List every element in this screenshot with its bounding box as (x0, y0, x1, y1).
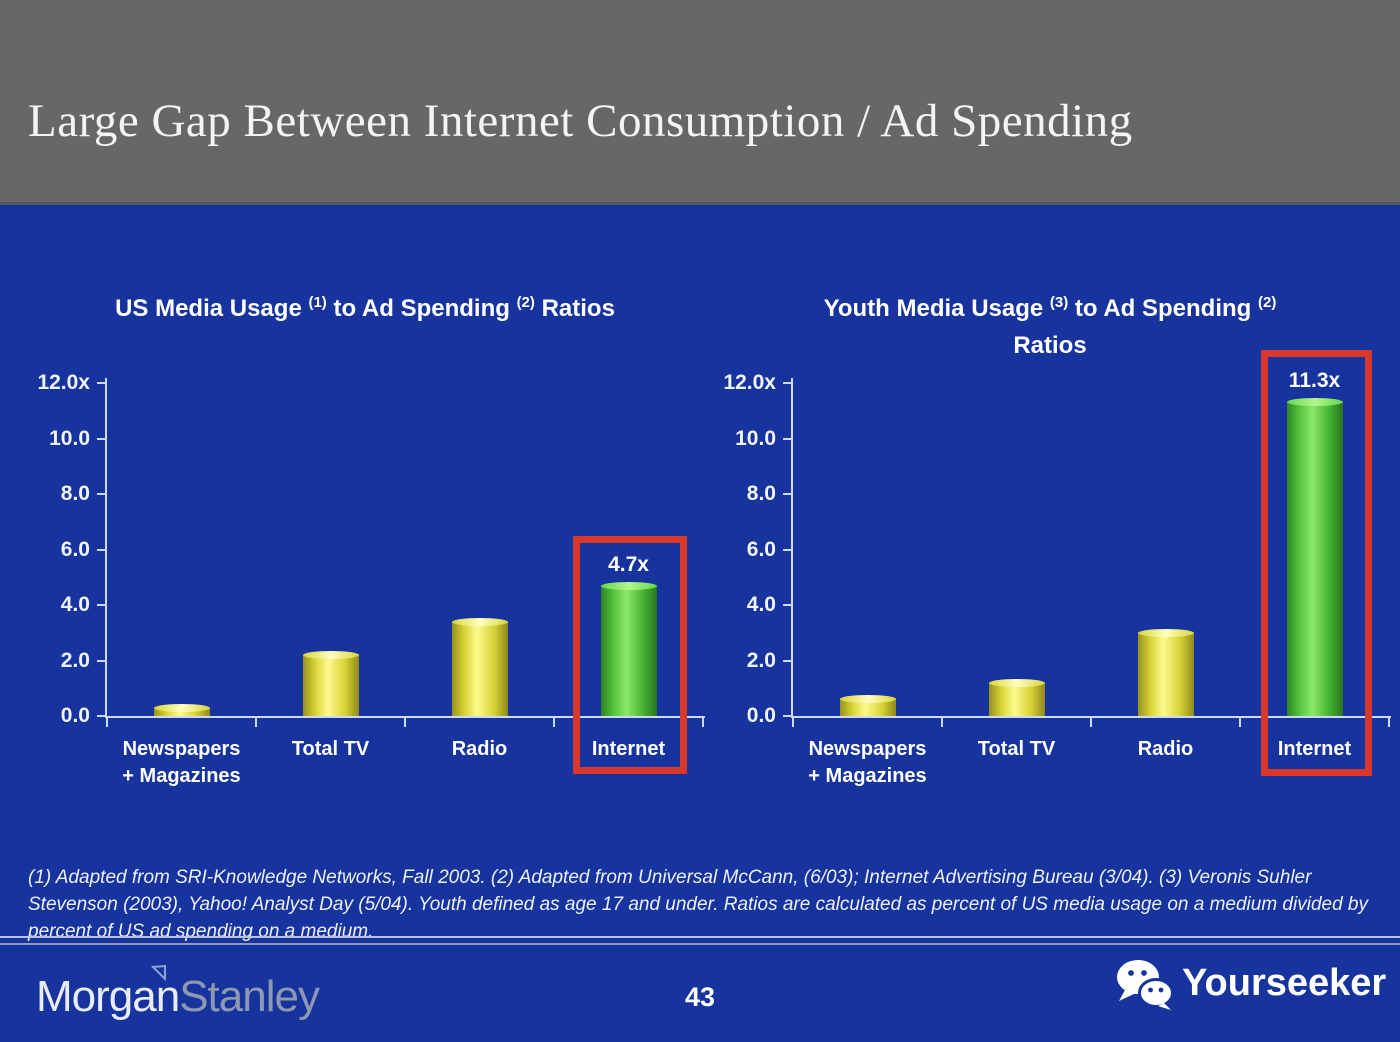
category-label-line: Newspapers (808, 738, 927, 760)
chart-title-us-media-usage: US Media Usage (1) to Ad Spending (2) Ra… (40, 292, 690, 329)
category-label-youth-internet: Internet (1233, 736, 1397, 763)
y-tick-label-youth: 0.0 (746, 704, 776, 727)
category-label-us-radio: Radio (398, 736, 562, 763)
slide-header: Large Gap Between Internet Consumption /… (0, 0, 1400, 205)
category-label-us-total-tv: Total TV (249, 736, 413, 763)
category-label-us-newspapers-magazines: Newspapers + Magazines (100, 736, 264, 790)
y-axis-tick-us (97, 659, 105, 662)
title-text: Ratios (534, 295, 615, 322)
category-label-line: + Magazines (808, 765, 927, 787)
y-tick-label-youth: 6.0 (746, 537, 776, 561)
bar-youth-newspapers-magazines (839, 695, 896, 716)
bar-youth-total-tv (988, 678, 1045, 716)
category-label-line: Radio (451, 738, 508, 760)
x-axis-line-youth (791, 716, 1391, 718)
y-tick-label-youth: 8.0 (746, 482, 776, 505)
y-tick-label-us: 10.0 (49, 426, 90, 450)
y-tick-label-youth: 4.0 (746, 593, 776, 616)
x-axis-tick-youth (1090, 718, 1092, 727)
bar-youth-internet (1286, 398, 1343, 716)
y-tick-label-youth: 2.0 (746, 648, 776, 672)
x-axis-tick-youth (1239, 718, 1241, 727)
highlight-box-us-internet (573, 536, 687, 774)
bar-value-label-us-internet: 4.7x (608, 552, 649, 576)
category-label-line: Total TV (977, 738, 1056, 760)
x-axis-tick-youth (941, 718, 943, 727)
category-label-youth-total-tv: Total TV (935, 736, 1099, 763)
watermark-label: Yourseeker (1182, 962, 1387, 1004)
page-number: 43 (684, 982, 716, 1012)
y-tick-label-us: 4.0 (60, 593, 90, 616)
y-axis-tick-us (97, 493, 105, 495)
divider-line-bottom (0, 943, 1400, 945)
chart-title-youth-media-usage: Youth Media Usage (3) to Ad Spending (2)… (758, 292, 1342, 363)
bar-us-newspapers-magazines (153, 703, 210, 716)
y-axis-tick-youth (783, 659, 791, 662)
title-superscript: (2) (516, 294, 535, 311)
x-axis-tick-youth (1388, 718, 1390, 727)
title-text: to Ad Spending (326, 295, 517, 322)
category-label-line: Total TV (291, 738, 370, 760)
category-label-line: Internet (591, 738, 666, 760)
y-axis-tick-youth (783, 715, 791, 717)
bar-youth-radio (1137, 628, 1194, 716)
highlight-box-youth-internet (1261, 350, 1372, 776)
category-label-us-internet: Internet (547, 736, 711, 763)
title-text: to Ad Spending (1068, 295, 1258, 322)
morgan-stanley-triangle-icon (150, 964, 170, 987)
x-axis-tick-youth (792, 718, 794, 727)
y-tick-label-youth: 12.0x (723, 371, 776, 394)
wechat-icon (1114, 958, 1174, 1017)
y-axis-tick-us (97, 715, 105, 717)
y-axis-tick-youth (783, 437, 791, 440)
y-axis-tick-youth (783, 548, 791, 551)
x-axis-tick-us (553, 718, 555, 727)
x-axis-tick-us (106, 718, 108, 727)
y-axis-line-youth (791, 378, 793, 718)
brand-part-stanley: Stanley (179, 972, 320, 1021)
y-tick-label-us: 0.0 (60, 704, 90, 727)
y-tick-label-us: 8.0 (60, 482, 90, 505)
title-superscript: (3) (1049, 294, 1069, 311)
bar-us-total-tv (302, 650, 359, 716)
y-axis-tick-youth (783, 493, 791, 495)
bar-us-radio (451, 617, 508, 716)
x-axis-line-us (105, 716, 705, 718)
y-axis-tick-us (97, 548, 105, 551)
bar-value-label-youth-internet: 11.3x (1288, 369, 1341, 393)
morgan-stanley-logo: MorganStanley (36, 972, 320, 1022)
y-axis-tick-us (97, 604, 105, 606)
y-axis-tick-us (97, 382, 105, 384)
title-text: Youth Media Usage (823, 295, 1050, 322)
category-label-line: + Magazines (122, 765, 241, 787)
y-tick-label-us: 6.0 (60, 537, 90, 561)
x-axis-tick-us (404, 718, 406, 727)
x-axis-tick-us (702, 718, 704, 727)
category-label-line: Radio (1137, 738, 1194, 760)
title-superscript: (2) (1258, 294, 1277, 311)
category-label-youth-newspapers-magazines: Newspapers + Magazines (786, 736, 950, 790)
y-tick-label-us: 2.0 (60, 648, 90, 672)
category-label-youth-radio: Radio (1084, 736, 1248, 763)
page-title: Large Gap Between Internet Consumption /… (28, 95, 1133, 147)
divider-line-top (0, 936, 1400, 938)
title-text: Ratios (1013, 332, 1087, 359)
category-label-line: Newspapers (122, 738, 241, 760)
y-axis-tick-us (97, 437, 105, 440)
x-axis-tick-us (255, 718, 257, 727)
footnote: (1) Adapted from SRI-Knowledge Networks,… (28, 867, 1368, 942)
y-tick-label-us: 12.0x (37, 371, 90, 394)
title-superscript: (1) (308, 294, 327, 311)
bar-us-internet (600, 581, 657, 716)
title-text: US Media Usage (115, 295, 309, 322)
y-axis-line-us (105, 378, 107, 718)
y-axis-tick-youth (783, 382, 791, 384)
y-axis-tick-youth (783, 604, 791, 606)
category-label-line: Internet (1277, 738, 1352, 760)
y-tick-label-youth: 10.0 (735, 426, 776, 450)
brand-part-morgan: Morgan (36, 972, 180, 1021)
